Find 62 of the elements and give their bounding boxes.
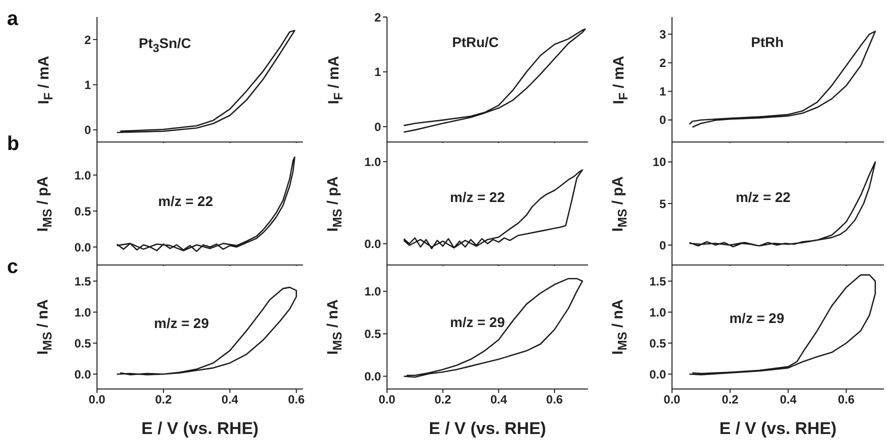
chart-title: b	[7, 133, 20, 156]
line-series	[403, 278, 584, 378]
y-tick-label: 2	[84, 32, 92, 47]
y-tick-label: 0.5	[649, 336, 666, 350]
line-series	[688, 161, 876, 248]
y-tick-label: 1	[84, 78, 92, 92]
y-tick-label: 0.0	[364, 370, 382, 384]
x-axis-title: E / V (vs. RHE)	[718, 419, 838, 439]
line-series	[116, 156, 296, 252]
x-tick-label: 0.4	[780, 392, 797, 407]
x-tick-label: 0.4	[222, 392, 239, 407]
x-tick-label: 0.2	[434, 392, 452, 407]
y-tick-label: 0	[659, 113, 666, 128]
y-tick-label: 0.0	[74, 240, 92, 254]
y-tick-label: 1.5	[649, 274, 666, 288]
y-tick-label: 5	[659, 196, 666, 211]
annotation: Pt$_{3}$Sn/C	[138, 34, 192, 54]
y-tick-label: 3	[659, 27, 666, 42]
y-tick-label: 0	[84, 123, 92, 138]
y-tick-label: 0.5	[74, 204, 92, 218]
annotation: m/z = 22	[450, 189, 505, 206]
x-axis-title: E / V (vs. RHE)	[428, 419, 548, 439]
y-tick-label: 0	[659, 238, 666, 252]
y-tick-label: 1.0	[649, 305, 666, 320]
annotation: m/z = 29	[450, 314, 505, 330]
annotation: m/z = 29	[154, 315, 209, 332]
x-tick-label: 0.2	[722, 392, 739, 407]
y-tick-label: 0.0	[649, 367, 666, 382]
y-tick-label: 0.0	[364, 236, 382, 251]
line-series	[688, 30, 876, 128]
y-tick-label: 0.5	[74, 336, 92, 350]
line-series	[116, 286, 298, 376]
y-tick-label: 2	[374, 10, 382, 24]
x-axis-title: E / V (vs. RHE)	[140, 419, 260, 439]
x-tick-label: 0.6	[546, 392, 564, 407]
annotation: PtRu/C	[452, 34, 499, 50]
y-tick-label: 1.0	[364, 154, 382, 169]
y-tick-label: 1.0	[74, 305, 92, 320]
y-tick-label: 1	[374, 65, 382, 80]
y-tick-label: 1.0	[364, 284, 382, 299]
y-tick-label: 0	[374, 120, 382, 134]
y-tick-label: 1.5	[74, 274, 92, 288]
x-tick-label: 0.6	[288, 392, 306, 407]
chart-title: c	[7, 256, 18, 279]
annotation: m/z = 22	[736, 189, 791, 206]
y-tick-label: 1	[659, 84, 666, 99]
line-series	[403, 169, 584, 250]
chart-title: a	[7, 8, 18, 31]
x-tick-label: 0.4	[490, 392, 508, 407]
y-tick-label: 10	[652, 155, 666, 170]
line-series	[403, 28, 586, 133]
y-tick-label: 2	[659, 56, 666, 70]
annotation: PtRh	[751, 34, 784, 50]
line-series	[688, 274, 876, 376]
y-tick-label: 0.0	[74, 367, 92, 382]
y-tick-label: 0.5	[364, 327, 382, 342]
y-tick-label: 1.0	[74, 168, 92, 182]
annotation: m/z = 29	[729, 310, 784, 326]
x-tick-label: 0.6	[838, 392, 855, 407]
annotation: m/z = 22	[158, 193, 214, 210]
line-series	[116, 30, 296, 134]
x-tick-label: 0.2	[155, 392, 172, 407]
